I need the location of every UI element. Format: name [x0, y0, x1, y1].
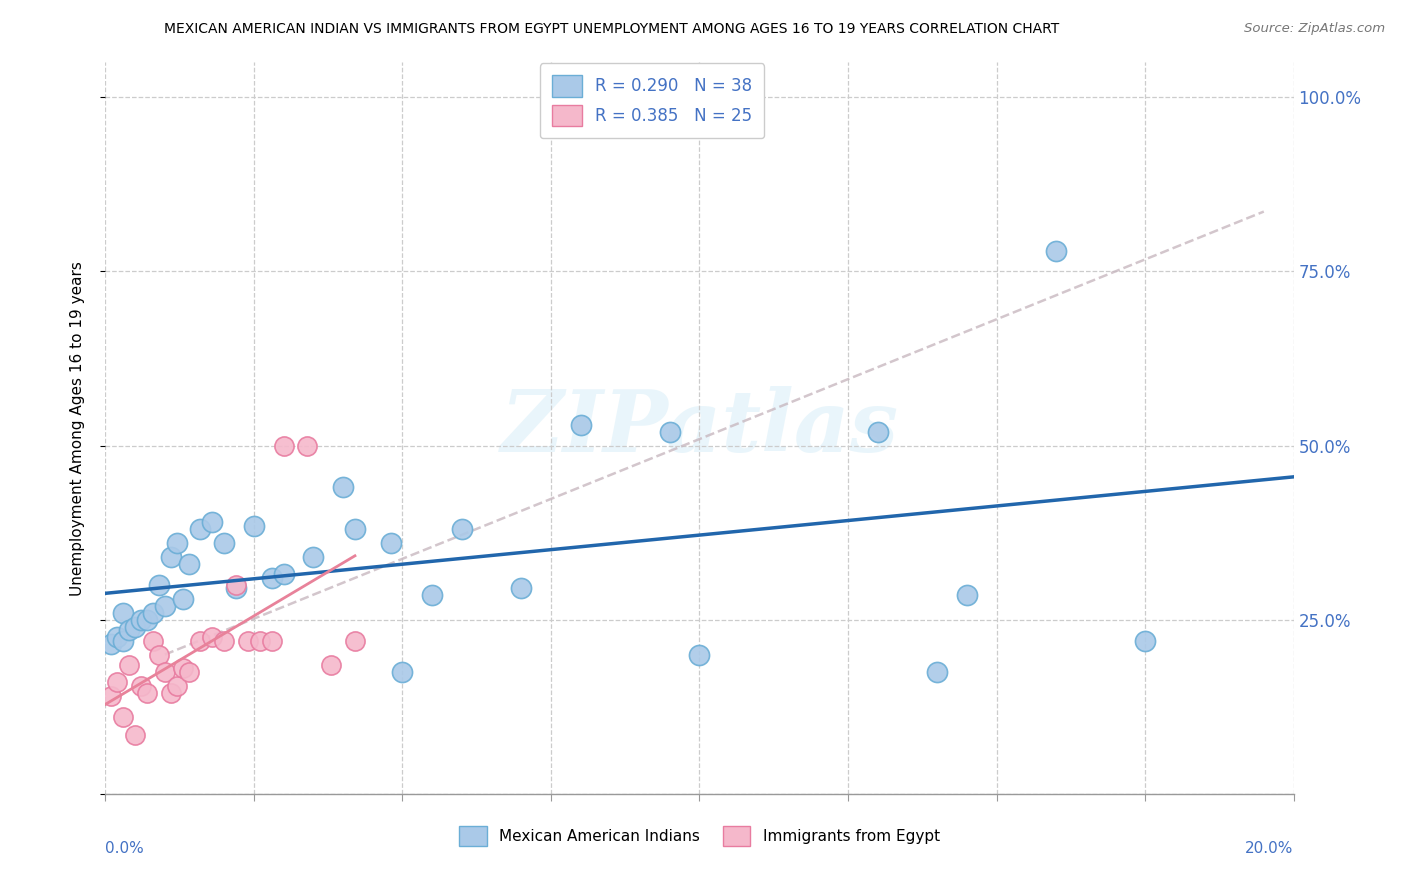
Point: [391, 665, 413, 679]
Point: [142, 633, 165, 648]
Point: [100, 637, 122, 651]
Point: [166, 679, 188, 693]
Point: [450, 522, 472, 536]
Point: [343, 522, 366, 536]
Point: [332, 480, 354, 494]
Point: [148, 578, 170, 592]
Point: [166, 536, 188, 550]
Point: [136, 613, 159, 627]
Point: [129, 679, 152, 693]
Point: [689, 648, 711, 662]
Point: [260, 633, 283, 648]
Point: [260, 571, 283, 585]
Point: [297, 439, 319, 453]
Point: [177, 665, 200, 679]
Point: [112, 633, 135, 648]
Point: [177, 557, 200, 571]
Point: [148, 648, 170, 662]
Point: [105, 630, 128, 644]
Point: [118, 623, 141, 637]
Point: [343, 633, 366, 648]
Point: [236, 633, 259, 648]
Point: [172, 591, 194, 606]
Text: ZIPatlas: ZIPatlas: [501, 386, 898, 470]
Legend: Mexican American Indians, Immigrants from Egypt: Mexican American Indians, Immigrants fro…: [453, 821, 946, 852]
Point: [159, 686, 181, 700]
Point: [380, 536, 402, 550]
Point: [153, 665, 176, 679]
Point: [124, 728, 146, 742]
Point: [214, 536, 236, 550]
Point: [112, 710, 135, 724]
Text: 20.0%: 20.0%: [1246, 841, 1294, 856]
Point: [136, 686, 159, 700]
Point: [1045, 244, 1067, 258]
Point: [956, 588, 979, 602]
Point: [420, 588, 443, 602]
Point: [159, 549, 181, 564]
Point: [510, 582, 533, 596]
Point: [118, 658, 141, 673]
Point: [124, 620, 146, 634]
Point: [273, 567, 295, 582]
Text: 0.0%: 0.0%: [105, 841, 145, 856]
Point: [105, 675, 128, 690]
Point: [225, 578, 247, 592]
Point: [1133, 633, 1156, 648]
Point: [302, 549, 325, 564]
Point: [153, 599, 176, 613]
Text: MEXICAN AMERICAN INDIAN VS IMMIGRANTS FROM EGYPT UNEMPLOYMENT AMONG AGES 16 TO 1: MEXICAN AMERICAN INDIAN VS IMMIGRANTS FR…: [165, 22, 1059, 37]
Point: [214, 633, 236, 648]
Point: [273, 439, 295, 453]
Point: [249, 633, 271, 648]
Point: [201, 630, 224, 644]
Point: [658, 425, 681, 439]
Point: [190, 522, 212, 536]
Text: Source: ZipAtlas.com: Source: ZipAtlas.com: [1244, 22, 1385, 36]
Point: [866, 425, 889, 439]
Point: [142, 606, 165, 620]
Point: [225, 582, 247, 596]
Point: [569, 417, 592, 432]
Point: [112, 606, 135, 620]
Point: [321, 658, 343, 673]
Point: [201, 515, 224, 529]
Point: [172, 661, 194, 675]
Y-axis label: Unemployment Among Ages 16 to 19 years: Unemployment Among Ages 16 to 19 years: [70, 260, 84, 596]
Point: [243, 518, 266, 533]
Point: [927, 665, 949, 679]
Point: [190, 633, 212, 648]
Point: [100, 690, 122, 704]
Point: [129, 613, 152, 627]
